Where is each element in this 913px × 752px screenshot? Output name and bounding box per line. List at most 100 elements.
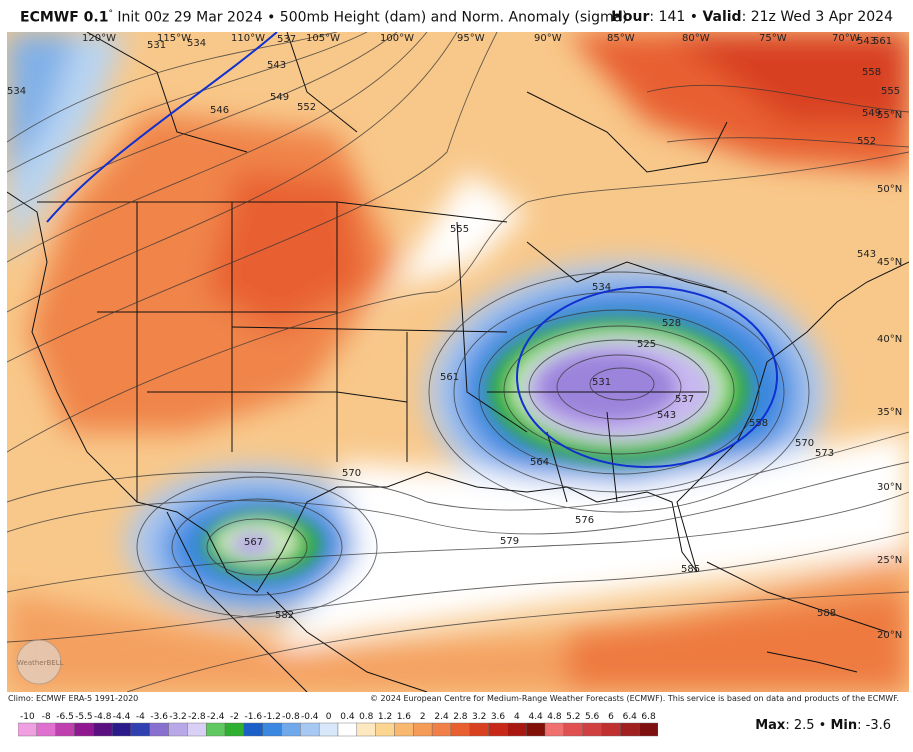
longitude-labels: 120°W 115°W 110°W 105°W 100°W 95°W 90°W … [82, 33, 860, 44]
colorbar-tick-label: 1.6 [397, 712, 412, 722]
hour-label: Hour [611, 9, 650, 25]
height-label: 543 [857, 249, 876, 260]
model-name: ECMWF 0.1 [20, 9, 109, 26]
lat-label: 20°N [877, 630, 902, 641]
weatherbell-logo: WeatherBELL [16, 639, 64, 685]
colorbar-swatch [93, 722, 113, 737]
colorbar-tick-label: -4 [136, 712, 145, 722]
height-label: 543 [657, 410, 676, 421]
colorbar-swatch [281, 722, 301, 737]
lon-label: 105°W [306, 33, 340, 44]
colorbar-tick-label: 5.6 [585, 712, 600, 722]
lat-label: 30°N [877, 482, 902, 493]
height-label: 564 [530, 457, 549, 468]
colorbar-swatch [262, 722, 282, 737]
lat-label: 45°N [877, 257, 902, 268]
colorbar-swatch [469, 722, 489, 737]
colorbar-tick-label: 0.4 [340, 712, 355, 722]
colorbar-tick-label: 4.4 [528, 712, 543, 722]
colorbar-swatch [243, 722, 263, 737]
height-label: 555 [450, 224, 469, 235]
height-label: 588 [817, 608, 836, 619]
height-label: 531 [147, 40, 166, 51]
colorbar-swatch [337, 722, 358, 737]
degree-symbol: ° [108, 9, 113, 19]
latitude-labels: 55°N 50°N 45°N 40°N 35°N 30°N 25°N 20°N [877, 110, 902, 641]
colorbar-swatch [620, 722, 640, 737]
height-label: 561 [440, 372, 459, 383]
colorbar-swatch [224, 722, 245, 737]
geography-outlines [7, 32, 909, 692]
colorbar-tick-label: -5.5 [75, 712, 93, 722]
title-bullet: • [267, 9, 276, 26]
height-label: 534 [592, 282, 611, 293]
colorbar-tick-label: -0.8 [282, 712, 300, 722]
height-label: 549 [862, 108, 881, 119]
lat-label: 35°N [877, 407, 902, 418]
hour-value: : 141 [649, 9, 686, 25]
colorbar-swatch [431, 722, 452, 737]
colorbar-tick-label: 1.2 [378, 712, 392, 722]
lon-label: 80°W [682, 33, 710, 44]
colorbar-tick-label: 4 [514, 712, 520, 722]
colorbar-tick-label: -2 [230, 712, 239, 722]
colorbar-swatch [638, 722, 659, 737]
colorbar-swatch [17, 722, 38, 737]
valid-label: Valid [702, 9, 742, 25]
colorbar-swatch [300, 722, 320, 737]
height-label: 573 [815, 448, 834, 459]
reference-contours [46, 32, 778, 468]
valid-value: : 21z Wed 3 Apr 2024 [741, 9, 893, 25]
colorbar-tick-label: -4.4 [113, 712, 131, 722]
height-label: 570 [342, 468, 361, 479]
height-label: 555 [881, 86, 900, 97]
height-label: 585 [681, 564, 700, 575]
height-contours [7, 32, 909, 692]
height-label: 552 [857, 136, 876, 147]
height-label: 567 [244, 537, 263, 548]
colorbar-tick-label: 3.2 [472, 712, 486, 722]
colorbar-swatch [356, 722, 376, 737]
colorbar-tick-label: -3.6 [150, 712, 168, 722]
colorbar-tick-label: -4.8 [94, 712, 112, 722]
colorbar-swatch [149, 722, 169, 737]
header-bar: ECMWF 0.1° Init 00z 29 Mar 2024 • 500mb … [0, 0, 913, 32]
climo-text: Climo: ECMWF ERA-5 1991-2020 [8, 694, 139, 703]
weather-map: 120°W 115°W 110°W 105°W 100°W 95°W 90°W … [7, 32, 909, 692]
map-canvas: 120°W 115°W 110°W 105°W 100°W 95°W 90°W … [7, 32, 909, 692]
height-label: 579 [500, 536, 519, 547]
colorbar-tick-label: -1.6 [245, 712, 263, 722]
colorbar-tick-label: 2 [420, 712, 426, 722]
colorbar-swatch [318, 722, 339, 737]
colorbar-swatch [563, 722, 583, 737]
lon-label: 95°W [457, 33, 485, 44]
colorbar-tick-label: 0.8 [359, 712, 374, 722]
colorbar-tick-label: 6 [608, 712, 614, 722]
colorbar-swatch [450, 722, 470, 737]
colorbar-swatch [168, 722, 188, 737]
height-label: 528 [662, 318, 681, 329]
height-label: 543 [857, 36, 876, 47]
height-label: 576 [575, 515, 594, 526]
height-label: 543 [267, 60, 286, 71]
colorbar-swatch [74, 722, 94, 737]
min-value: : -3.6 [857, 718, 891, 733]
colorbar-swatch [187, 722, 207, 737]
copyright-text: © 2024 European Centre for Medium-Range … [370, 694, 899, 703]
height-label: 525 [637, 339, 656, 350]
lon-label: 120°W [82, 33, 116, 44]
colorbar-tick-label: 3.6 [491, 712, 506, 722]
max-min-readout: Max: 2.5 • Min: -3.6 [755, 718, 891, 733]
height-label: 534 [187, 38, 206, 49]
lon-label: 110°W [231, 33, 265, 44]
height-label: 534 [7, 86, 26, 97]
height-label: 561 [873, 36, 892, 47]
footer-credit: Climo: ECMWF ERA-5 1991-2020 © 2024 Euro… [0, 692, 913, 708]
colorbar-swatch [544, 722, 565, 737]
colorbar-swatch [36, 722, 56, 737]
lat-label: 25°N [877, 555, 902, 566]
height-label: 582 [275, 610, 294, 621]
height-label: 558 [749, 418, 768, 429]
lon-label: 70°W [832, 33, 860, 44]
colorbar-tick-label: -0.4 [301, 712, 319, 722]
